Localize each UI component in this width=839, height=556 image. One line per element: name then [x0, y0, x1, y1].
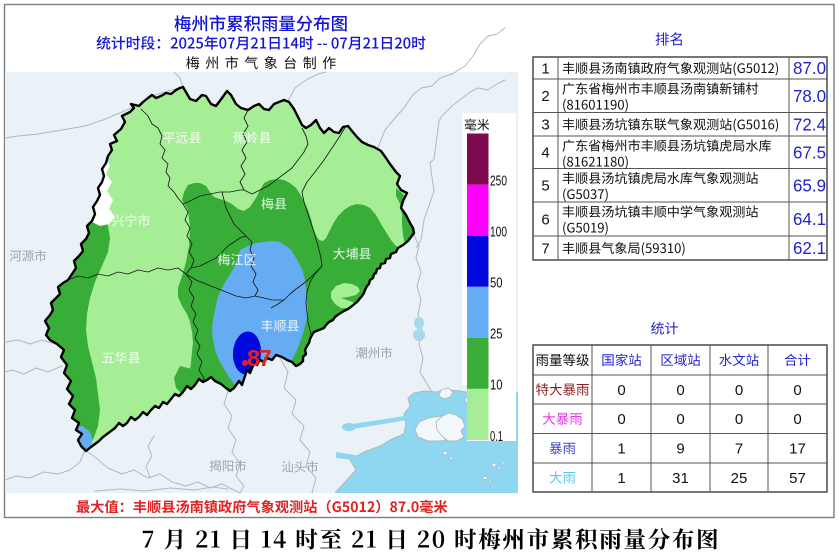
svg-text:0: 0	[735, 411, 743, 428]
svg-text:3: 3	[541, 117, 549, 134]
svg-text:4: 4	[541, 145, 549, 162]
svg-text:57: 57	[789, 470, 806, 487]
svg-text:250: 250	[490, 173, 507, 189]
svg-text:7: 7	[735, 441, 743, 458]
svg-text:0: 0	[617, 382, 625, 399]
svg-text:5: 5	[541, 178, 549, 195]
svg-text:0: 0	[735, 382, 743, 399]
svg-text:6: 6	[541, 211, 549, 228]
svg-text:0: 0	[793, 411, 801, 428]
svg-text:0: 0	[793, 382, 801, 399]
svg-text:87.0: 87.0	[793, 58, 826, 78]
svg-text:1: 1	[617, 441, 625, 458]
svg-text:10: 10	[490, 378, 503, 394]
svg-text:7: 7	[541, 240, 549, 257]
svg-text:50: 50	[490, 276, 503, 292]
svg-text:0: 0	[617, 411, 625, 428]
svg-text:9: 9	[676, 441, 684, 458]
svg-text:1: 1	[617, 470, 625, 487]
svg-text:0: 0	[676, 411, 684, 428]
svg-text:65.9: 65.9	[793, 175, 826, 195]
svg-text:0: 0	[676, 382, 684, 399]
svg-text:62.1: 62.1	[793, 238, 826, 258]
svg-text:31: 31	[672, 470, 689, 487]
svg-text:2: 2	[541, 88, 549, 105]
svg-text:25: 25	[490, 327, 503, 343]
svg-text:78.0: 78.0	[793, 86, 826, 106]
svg-text:72.4: 72.4	[793, 114, 826, 134]
svg-text:87: 87	[247, 345, 272, 371]
svg-text:100: 100	[490, 225, 507, 241]
svg-text:1: 1	[541, 60, 549, 77]
svg-text:25: 25	[731, 470, 748, 487]
svg-text:64.1: 64.1	[793, 209, 826, 229]
svg-text:67.5: 67.5	[793, 142, 826, 162]
svg-text:17: 17	[789, 441, 806, 458]
svg-text:0.1: 0.1	[490, 429, 503, 445]
